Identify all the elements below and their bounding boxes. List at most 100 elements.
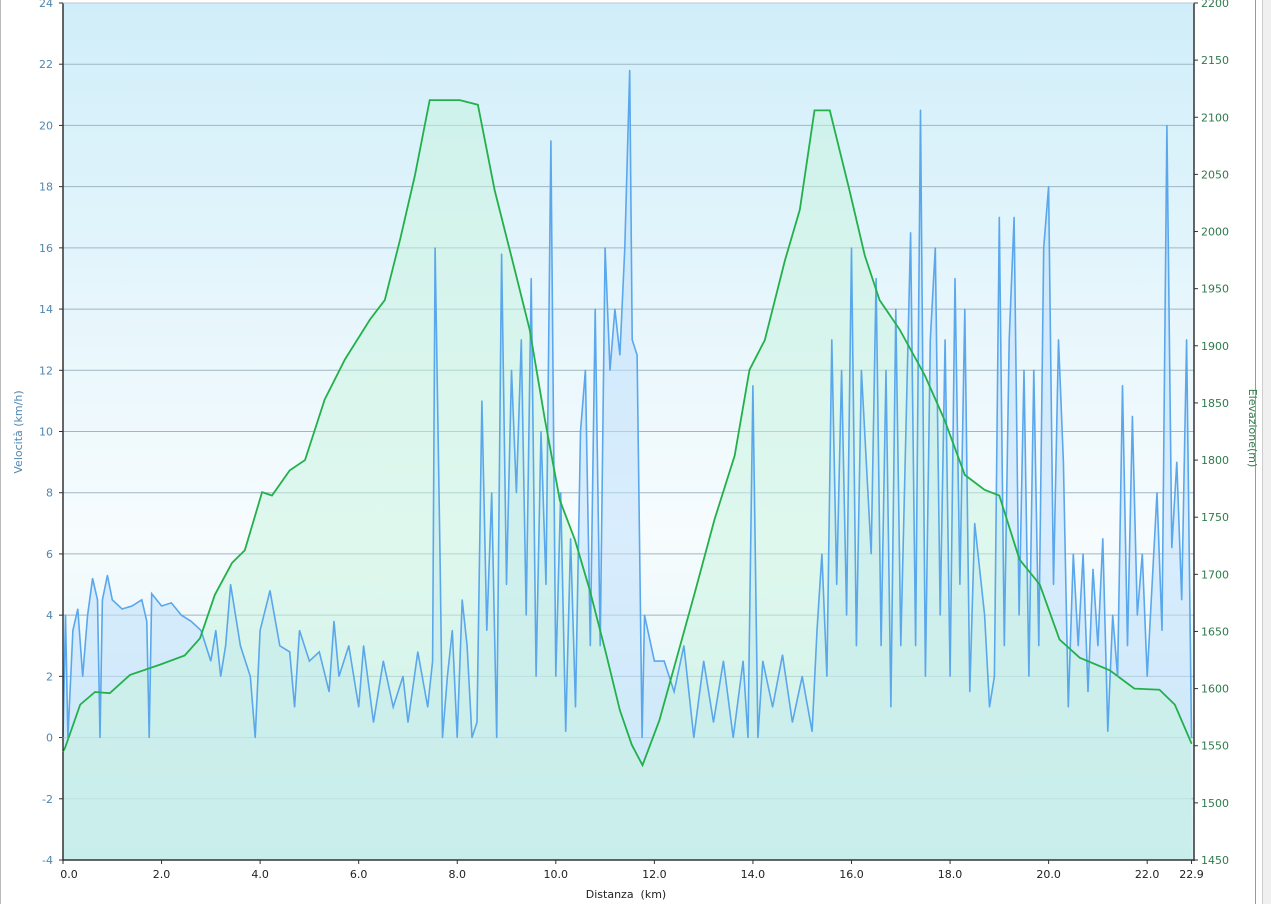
speed-point bbox=[924, 675, 927, 677]
speed-point bbox=[1062, 461, 1065, 463]
elevation-point bbox=[619, 709, 621, 711]
elevation-point bbox=[734, 454, 736, 457]
speed-point bbox=[1018, 614, 1020, 616]
elevation-point bbox=[94, 691, 96, 693]
speed-point bbox=[752, 384, 754, 387]
speed-point bbox=[732, 736, 734, 739]
scrollbar[interactable] bbox=[1262, 0, 1271, 904]
speed-point bbox=[614, 308, 616, 310]
speed-point bbox=[569, 538, 572, 540]
speed-point bbox=[643, 614, 646, 616]
elevation-point bbox=[1109, 669, 1111, 671]
speed-point bbox=[1048, 186, 1050, 188]
speed-point bbox=[579, 430, 582, 433]
speed-point bbox=[1072, 553, 1074, 555]
speed-point bbox=[584, 369, 586, 371]
speed-point bbox=[900, 645, 902, 647]
elevation-point bbox=[604, 649, 606, 651]
axes bbox=[59, 2, 1198, 864]
speed-point bbox=[722, 660, 724, 662]
speed-point bbox=[392, 706, 394, 708]
y-tick-label: 24 bbox=[39, 0, 53, 10]
speed-point bbox=[1136, 614, 1138, 616]
speed-point bbox=[535, 675, 537, 677]
elevation-point bbox=[399, 238, 401, 241]
speed-point bbox=[816, 629, 818, 632]
elevation-point bbox=[79, 703, 81, 706]
elevation-point bbox=[289, 469, 291, 471]
speed-point bbox=[427, 706, 429, 708]
elevation-point bbox=[184, 654, 186, 657]
speed-point bbox=[594, 308, 596, 310]
speed-point bbox=[1082, 553, 1084, 555]
elevation-point bbox=[631, 743, 633, 746]
speed-point bbox=[1151, 583, 1153, 586]
speed-point bbox=[249, 675, 251, 677]
speed-point bbox=[99, 736, 101, 739]
speed-point bbox=[471, 736, 473, 739]
speed-point bbox=[269, 590, 271, 592]
y-tick-label: 2 bbox=[46, 670, 53, 683]
speed-point bbox=[712, 721, 715, 723]
speed-point bbox=[673, 691, 675, 693]
speed-point bbox=[781, 654, 784, 656]
speed-point bbox=[801, 675, 803, 677]
elevation-point bbox=[1190, 742, 1193, 745]
speed-point bbox=[328, 691, 330, 693]
elevation-point bbox=[713, 518, 716, 521]
elevation-point bbox=[64, 747, 66, 749]
speed-point bbox=[919, 109, 922, 111]
speed-point bbox=[1038, 645, 1040, 647]
elevation-point bbox=[964, 474, 966, 476]
x-tick-label: 14.0 bbox=[741, 868, 766, 881]
x-tick-label: 2.0 bbox=[153, 868, 171, 881]
speed-point bbox=[525, 614, 527, 616]
elevation-point bbox=[129, 674, 131, 676]
speed-point bbox=[641, 736, 643, 739]
speed-point bbox=[845, 614, 848, 616]
speed-point bbox=[439, 553, 441, 555]
speed-point bbox=[604, 247, 606, 249]
y2-tick-label: 2100 bbox=[1201, 111, 1229, 124]
speed-point bbox=[190, 620, 192, 622]
y2-tick-label: 1850 bbox=[1201, 397, 1229, 410]
speed-point bbox=[466, 645, 468, 647]
speed-point bbox=[363, 645, 365, 647]
speed-point bbox=[895, 308, 897, 310]
speed-point bbox=[72, 629, 74, 632]
elevation-point bbox=[848, 189, 851, 191]
speed-point bbox=[358, 706, 360, 708]
elevation-area bbox=[63, 100, 1192, 861]
speed-point bbox=[747, 736, 749, 739]
speed-point bbox=[510, 369, 513, 371]
x-tick-label: 22.9 bbox=[1179, 868, 1204, 881]
speed-point bbox=[574, 706, 577, 708]
speed-point bbox=[1117, 675, 1119, 677]
speed-point bbox=[62, 736, 64, 739]
elevation-point bbox=[271, 494, 273, 497]
elevation-point bbox=[62, 750, 64, 753]
speed-point bbox=[1126, 645, 1129, 647]
elevation-point bbox=[678, 649, 680, 651]
y2-tick-label: 1800 bbox=[1201, 454, 1229, 467]
elevation-point bbox=[864, 254, 866, 257]
speed-line bbox=[62, 70, 1193, 738]
x-tick-label: 8.0 bbox=[448, 868, 466, 881]
speed-point bbox=[631, 339, 633, 341]
speed-point bbox=[402, 675, 404, 677]
y2-axis-title: Elevazione(m) bbox=[1246, 389, 1259, 468]
x-tick-label: 10.0 bbox=[544, 868, 569, 881]
speed-point bbox=[1052, 583, 1055, 586]
speed-point bbox=[555, 675, 557, 677]
y2-tick-label: 1950 bbox=[1201, 283, 1229, 296]
speed-point bbox=[200, 629, 202, 632]
speed-point bbox=[1176, 461, 1178, 463]
speed-point bbox=[993, 675, 996, 677]
speed-point bbox=[954, 277, 956, 280]
elevation-point bbox=[231, 562, 233, 564]
y2-tick-label: 1750 bbox=[1201, 511, 1229, 524]
speed-point bbox=[1057, 339, 1060, 341]
y2-tick-label: 2000 bbox=[1201, 226, 1229, 239]
